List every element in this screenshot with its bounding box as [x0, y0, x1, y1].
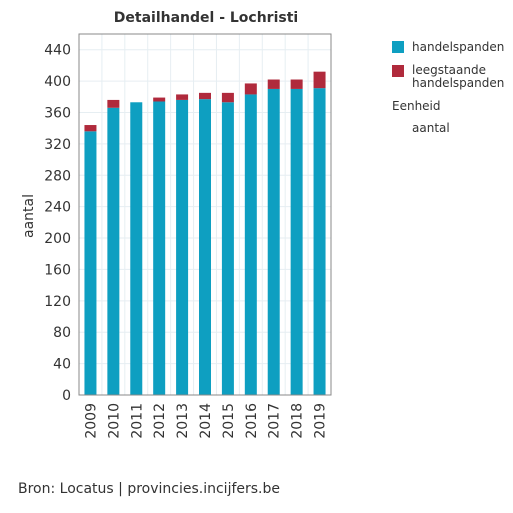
bar-leegstaande-2019 — [313, 71, 326, 89]
bar-handelspanden-2018 — [290, 88, 303, 395]
y-tick-label: 160 — [44, 262, 71, 278]
x-tick-label: 2014 — [198, 403, 214, 439]
legend-label-handelspanden: handelspanden — [412, 40, 504, 54]
legend-label-leegstaande: leegstaande handelspanden — [412, 63, 504, 90]
bar-leegstaande-2012 — [153, 97, 166, 102]
bar-handelspanden-2019 — [313, 88, 326, 396]
bar-leegstaande-2014 — [199, 92, 211, 100]
bars — [84, 71, 326, 396]
legend-unit-value: aantal — [412, 121, 450, 135]
bar-handelspanden-2014 — [199, 99, 211, 395]
y-tick-label: 0 — [62, 388, 71, 404]
bar-handelspanden-2016 — [244, 94, 257, 396]
bar-handelspanden-2013 — [176, 99, 189, 395]
y-tick-label: 240 — [44, 200, 71, 216]
y-tick-label: 80 — [53, 325, 71, 341]
legend: handelspanden leegstaande handelspanden E… — [392, 40, 504, 135]
bar-handelspanden-2012 — [153, 101, 166, 395]
y-axis-label: aantal — [21, 194, 37, 238]
y-tick-label: 120 — [44, 294, 71, 310]
y-axis-ticks: 0 40 80 120 160 200 240 280 320 360 400 440 — [44, 43, 71, 404]
bar-handelspanden-2011 — [130, 102, 143, 395]
y-tick-label: 440 — [44, 43, 71, 59]
bar-handelspanden-2017 — [267, 88, 280, 395]
bar-leegstaande-2017 — [267, 79, 280, 89]
y-tick-label: 360 — [44, 105, 71, 121]
x-tick-label: 2009 — [83, 403, 99, 439]
y-tick-label: 280 — [44, 168, 71, 184]
x-tick-label: 2010 — [106, 403, 122, 439]
y-tick-label: 200 — [44, 231, 71, 247]
chart-title: Detailhandel - Lochristi — [114, 10, 298, 26]
plot-frame — [78, 33, 332, 396]
source-text: Bron: Locatus | provincies.incijfers.be — [18, 481, 280, 497]
x-tick-label: 2018 — [290, 403, 306, 439]
x-tick-label: 2011 — [129, 403, 145, 439]
x-tick-label: 2017 — [267, 403, 283, 439]
bar-handelspanden-2010 — [107, 107, 120, 395]
bar-handelspanden-2009 — [84, 131, 97, 395]
y-tick-label: 40 — [53, 357, 71, 373]
legend-swatch-handelspanden — [392, 41, 404, 53]
x-tick-label: 2016 — [244, 403, 260, 439]
bar-leegstaande-2016 — [244, 83, 257, 95]
x-axis-ticks: 2009 2010 2011 2012 2013 2014 2015 2016 2017 2018… — [83, 403, 328, 439]
bar-leegstaande-2010 — [107, 99, 120, 108]
bar-leegstaande-2015 — [221, 92, 234, 103]
bar-leegstaande-2009 — [84, 125, 97, 132]
x-tick-label: 2019 — [313, 403, 329, 439]
bar-leegstaande-2013 — [176, 94, 189, 100]
x-tick-label: 2013 — [175, 403, 191, 439]
bar-leegstaande-2018 — [290, 79, 303, 89]
y-tick-label: 320 — [44, 137, 71, 153]
bar-handelspanden-2015 — [221, 102, 234, 395]
y-tick-label: 400 — [44, 74, 71, 90]
legend-unit-heading: Eenheid — [392, 99, 441, 113]
grid-lines — [79, 34, 331, 396]
legend-swatch-leegstaande — [392, 65, 404, 77]
x-tick-label: 2015 — [221, 403, 237, 439]
x-tick-label: 2012 — [152, 403, 168, 439]
